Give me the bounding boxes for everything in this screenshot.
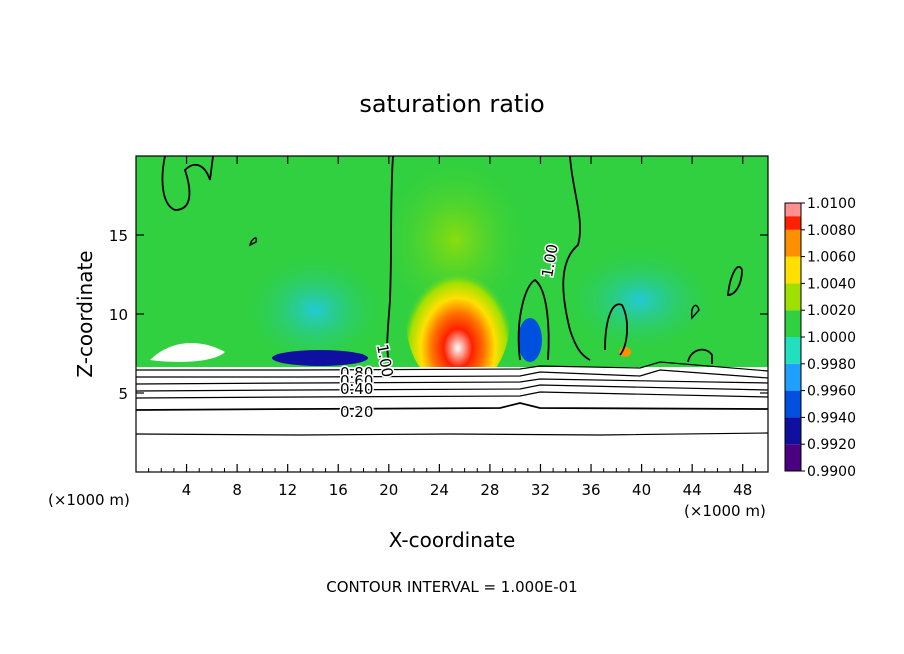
contour-line-5 xyxy=(136,378,768,385)
x-tick-label-4: 4 xyxy=(182,481,192,499)
contour-1.00-loop-4 xyxy=(727,265,743,296)
contour-line-6 xyxy=(136,369,768,379)
colorbar-label-1.0000: 1.0000 xyxy=(807,330,856,346)
contour-1.00-loop-7 xyxy=(690,304,700,320)
colorbar-label-0.9900: 0.9900 xyxy=(807,464,856,480)
colorbar-swatch-0.9920 xyxy=(785,417,801,445)
heatmap-blue-band-left xyxy=(272,350,368,366)
contour-1.00-central-right xyxy=(562,156,591,361)
x-axis-unit-left: (×1000 m) xyxy=(48,491,130,509)
colorbar-swatch-0.9960 xyxy=(785,363,801,391)
y-axis-label: Z-coordinate xyxy=(73,250,97,377)
contour-label-halo: 0.80 xyxy=(340,364,373,382)
colorbar-label-1.0080: 1.0080 xyxy=(807,223,856,239)
heatmap-white-patch xyxy=(150,342,225,362)
colorbar-label-1.0100: 1.0100 xyxy=(807,196,856,212)
colorbar-label-0.9920: 0.9920 xyxy=(807,437,856,453)
x-tick-label-36: 36 xyxy=(581,481,600,499)
x-tick-label-48: 48 xyxy=(733,481,752,499)
x-tick-label-40: 40 xyxy=(632,481,651,499)
colorbar-swatch-1.0000 xyxy=(785,310,801,337)
contour-line-3 xyxy=(136,391,768,399)
contour-1.00-loop-5 xyxy=(687,348,713,364)
contour-lines xyxy=(136,156,768,436)
heatmap-blue-band-right xyxy=(518,318,542,362)
contour-label-0.60: 0.60 xyxy=(340,372,373,390)
colorbar-label-0.9940: 0.9940 xyxy=(807,410,856,426)
contour-1.00-loop-6 xyxy=(248,237,258,247)
x-tick-label-20: 20 xyxy=(379,481,398,499)
colorbar-swatch-1.0060 xyxy=(785,229,801,257)
x-tick-label-24: 24 xyxy=(430,481,449,499)
subsaturated-layer xyxy=(136,367,768,472)
colorbar-swatch-0.9900 xyxy=(785,444,801,471)
x-tick-label-44: 44 xyxy=(683,481,702,499)
y-tick-label-5: 5 xyxy=(118,385,128,403)
contour-label-0.20: 0.20 xyxy=(340,403,373,421)
colorbar: 0.9900 0.9920 0.9940 0.9960 0.9980 1.0000 1.00… xyxy=(784,196,856,480)
contour-label-0.40: 0.40 xyxy=(340,380,373,398)
colorbar-label-0.9960: 0.9960 xyxy=(807,384,856,400)
colorbar-label-1.0020: 1.0020 xyxy=(807,303,856,319)
contour-label-halo: 0.60 xyxy=(340,372,373,390)
y-tick-label-10: 10 xyxy=(109,306,128,324)
x-axis-label: X-coordinate xyxy=(389,528,516,552)
heatmap-cyan-region-left xyxy=(240,250,390,370)
colorbar-label-0.9980: 0.9980 xyxy=(807,357,856,373)
contour-1.00-central-left xyxy=(386,156,394,368)
colorbar-swatch-0.9980 xyxy=(785,337,801,364)
x-axis: 4 8 12 16 20 24 28 32 36 40 44 48 xyxy=(148,156,756,499)
x-tick-label-16: 16 xyxy=(329,481,348,499)
colorbar-swatch-1.0040 xyxy=(785,256,801,284)
x-tick-label-32: 32 xyxy=(531,481,550,499)
heatmap-orange-spot xyxy=(619,347,631,357)
contour-label-0.80: 0.80 xyxy=(340,364,373,382)
colorbar-label-1.0040: 1.0040 xyxy=(807,276,856,292)
colorbar-label-1.0060: 1.0060 xyxy=(807,250,856,266)
heatmap-warm-core xyxy=(406,250,510,390)
x-axis-unit-right: (×1000 m) xyxy=(684,502,766,520)
x-tick-label-8: 8 xyxy=(232,481,242,499)
contour-line-7 xyxy=(136,361,768,372)
y-tick-label-15: 15 xyxy=(109,227,128,245)
heatmap-field xyxy=(136,156,768,472)
x-tick-label-28: 28 xyxy=(480,481,499,499)
contour-label-1.00: 1.00 xyxy=(373,343,397,379)
contour-1.00-loop-1 xyxy=(517,278,550,361)
contour-label-halo: 0.40 xyxy=(340,380,373,398)
chart-title: saturation ratio xyxy=(359,90,544,118)
contour-1.00-loop-3 xyxy=(604,303,628,356)
y-axis: 5 10 15 xyxy=(109,227,768,403)
contour-1.00-loop-2 xyxy=(161,156,214,211)
contour-interval-note: CONTOUR INTERVAL = 1.000E-01 xyxy=(326,578,577,596)
heatmap-cyan-region-right xyxy=(560,245,720,355)
colorbar-swatch-0.9940 xyxy=(785,390,801,418)
x-tick-label-12: 12 xyxy=(278,481,297,499)
contour-label-1.00: 1.00 xyxy=(538,243,562,279)
colorbar-swatch-1.0100 xyxy=(785,203,801,217)
contour-line-1 xyxy=(136,432,768,436)
contour-line-4 xyxy=(136,384,768,392)
contour-labels: 0.800.800.600.600.400.400.200.201.001.00… xyxy=(339,241,564,422)
contour-line-2 xyxy=(136,402,768,411)
contour-label-halo: 0.20 xyxy=(340,403,373,421)
colorbar-swatch-1.0020 xyxy=(785,283,801,311)
